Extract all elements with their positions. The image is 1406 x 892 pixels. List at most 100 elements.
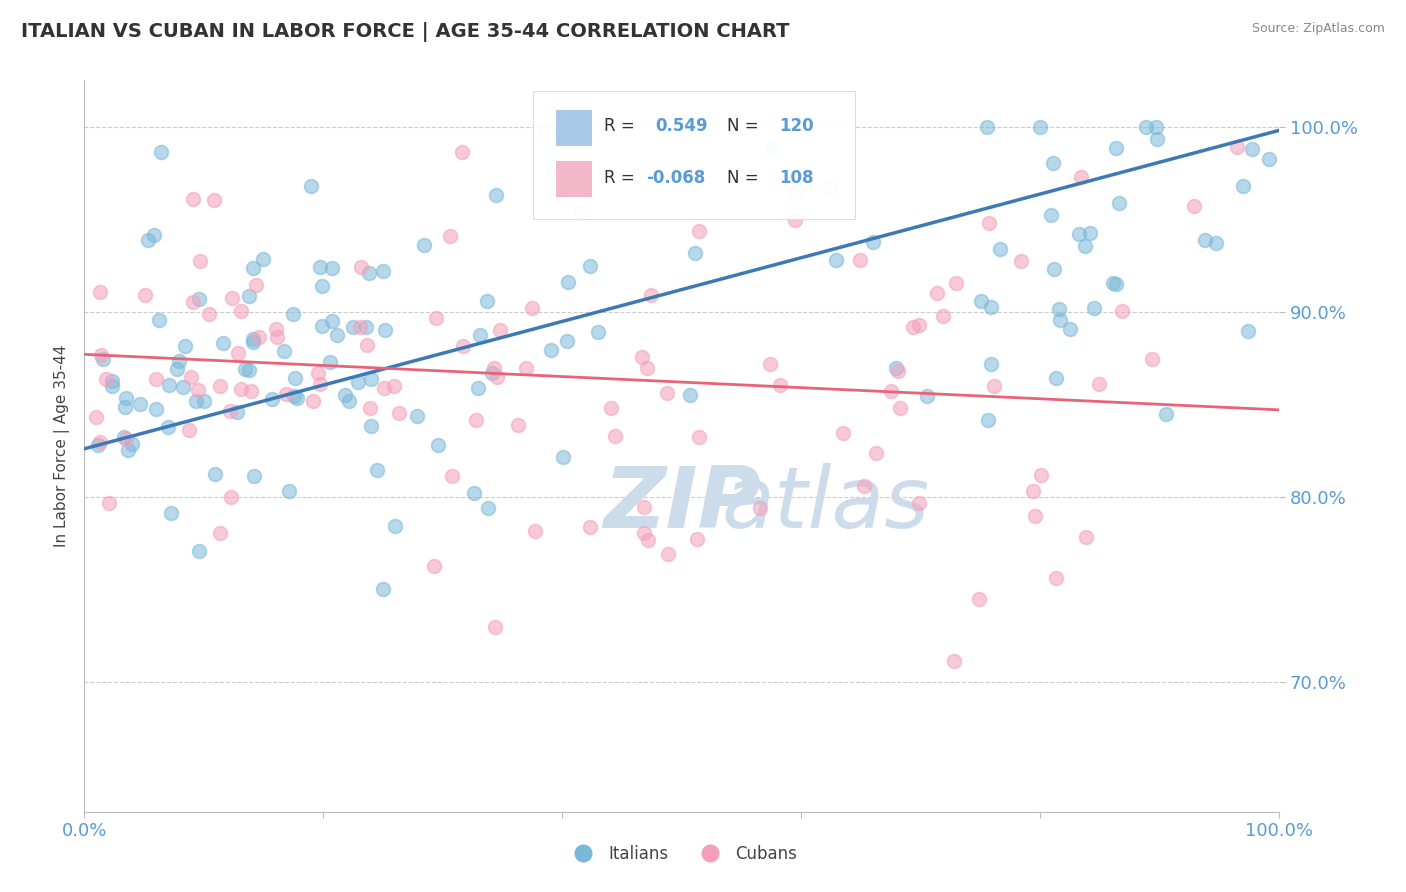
Point — [988, 243, 1011, 257]
Point — [640, 288, 662, 302]
Point — [1047, 301, 1070, 316]
Legend: Italians, Cubans: Italians, Cubans — [560, 838, 804, 869]
Point — [242, 335, 264, 350]
Point — [1022, 483, 1045, 498]
Point — [1045, 571, 1067, 585]
Point — [148, 313, 170, 327]
Point — [311, 279, 333, 293]
Point — [540, 343, 562, 357]
Point — [142, 227, 165, 242]
Point — [524, 524, 547, 538]
Point — [1240, 143, 1263, 157]
Point — [219, 404, 242, 418]
Point — [188, 292, 211, 306]
Point — [515, 360, 537, 375]
Point — [366, 463, 388, 477]
Point — [89, 435, 111, 450]
Point — [506, 417, 529, 432]
Text: 108: 108 — [779, 169, 813, 186]
Point — [688, 224, 710, 238]
Point — [686, 532, 709, 546]
Point — [167, 354, 190, 368]
Point — [889, 401, 911, 416]
Point — [1154, 407, 1177, 421]
Point — [347, 375, 370, 389]
Point — [1194, 233, 1216, 247]
Point — [97, 496, 120, 510]
Point — [571, 205, 593, 219]
Point — [477, 501, 499, 516]
Point — [198, 307, 221, 321]
Point — [160, 507, 183, 521]
Text: Source: ZipAtlas.com: Source: ZipAtlas.com — [1251, 22, 1385, 36]
Point — [1087, 377, 1109, 392]
Point — [450, 145, 472, 160]
Point — [276, 387, 298, 401]
Point — [579, 520, 602, 534]
Y-axis label: In Labor Force | Age 35-44: In Labor Force | Age 35-44 — [55, 345, 70, 547]
Point — [260, 392, 283, 407]
Point — [117, 442, 139, 457]
Point — [484, 187, 506, 202]
Point — [440, 468, 463, 483]
Point — [145, 372, 167, 386]
Point — [907, 318, 929, 332]
Point — [187, 544, 209, 558]
Point — [219, 491, 242, 505]
Point — [89, 285, 111, 299]
Point — [356, 337, 378, 351]
Point — [172, 380, 194, 394]
Point — [1045, 371, 1067, 385]
Point — [87, 437, 110, 451]
Point — [209, 526, 232, 541]
Text: 0.549: 0.549 — [655, 118, 709, 136]
Point — [783, 213, 806, 227]
Text: -0.068: -0.068 — [647, 169, 706, 186]
Point — [884, 361, 907, 376]
Point — [373, 264, 395, 278]
Point — [145, 402, 167, 417]
Point — [239, 384, 262, 398]
Point — [1237, 324, 1260, 338]
Point — [299, 179, 322, 194]
Point — [832, 425, 855, 440]
Point — [335, 388, 357, 402]
Point — [977, 216, 1000, 230]
Point — [221, 291, 243, 305]
Text: N =: N = — [727, 118, 759, 136]
Point — [1049, 313, 1071, 327]
Point — [307, 367, 329, 381]
Point — [1031, 468, 1053, 483]
Point — [633, 526, 655, 541]
Point — [908, 496, 931, 510]
Point — [208, 379, 231, 393]
Point — [1111, 303, 1133, 318]
Point — [360, 419, 382, 434]
Point — [468, 327, 491, 342]
Point — [977, 413, 1000, 427]
Point — [308, 376, 330, 391]
Point — [1070, 170, 1092, 185]
Point — [281, 307, 304, 321]
Point — [350, 260, 373, 274]
Point — [283, 388, 305, 402]
Point — [630, 351, 652, 365]
Point — [357, 266, 380, 280]
Point — [177, 424, 200, 438]
Point — [187, 383, 209, 397]
Point — [1205, 236, 1227, 251]
Point — [427, 438, 450, 452]
Point — [413, 238, 436, 252]
Point — [1039, 208, 1062, 222]
Point — [349, 319, 371, 334]
Point — [114, 391, 136, 405]
Point — [115, 432, 138, 446]
Text: R =: R = — [605, 118, 636, 136]
Point — [484, 360, 506, 375]
Point — [599, 401, 621, 415]
Point — [943, 655, 966, 669]
Point — [1078, 226, 1101, 240]
Point — [463, 485, 485, 500]
Point — [94, 372, 117, 386]
Point — [373, 381, 395, 395]
